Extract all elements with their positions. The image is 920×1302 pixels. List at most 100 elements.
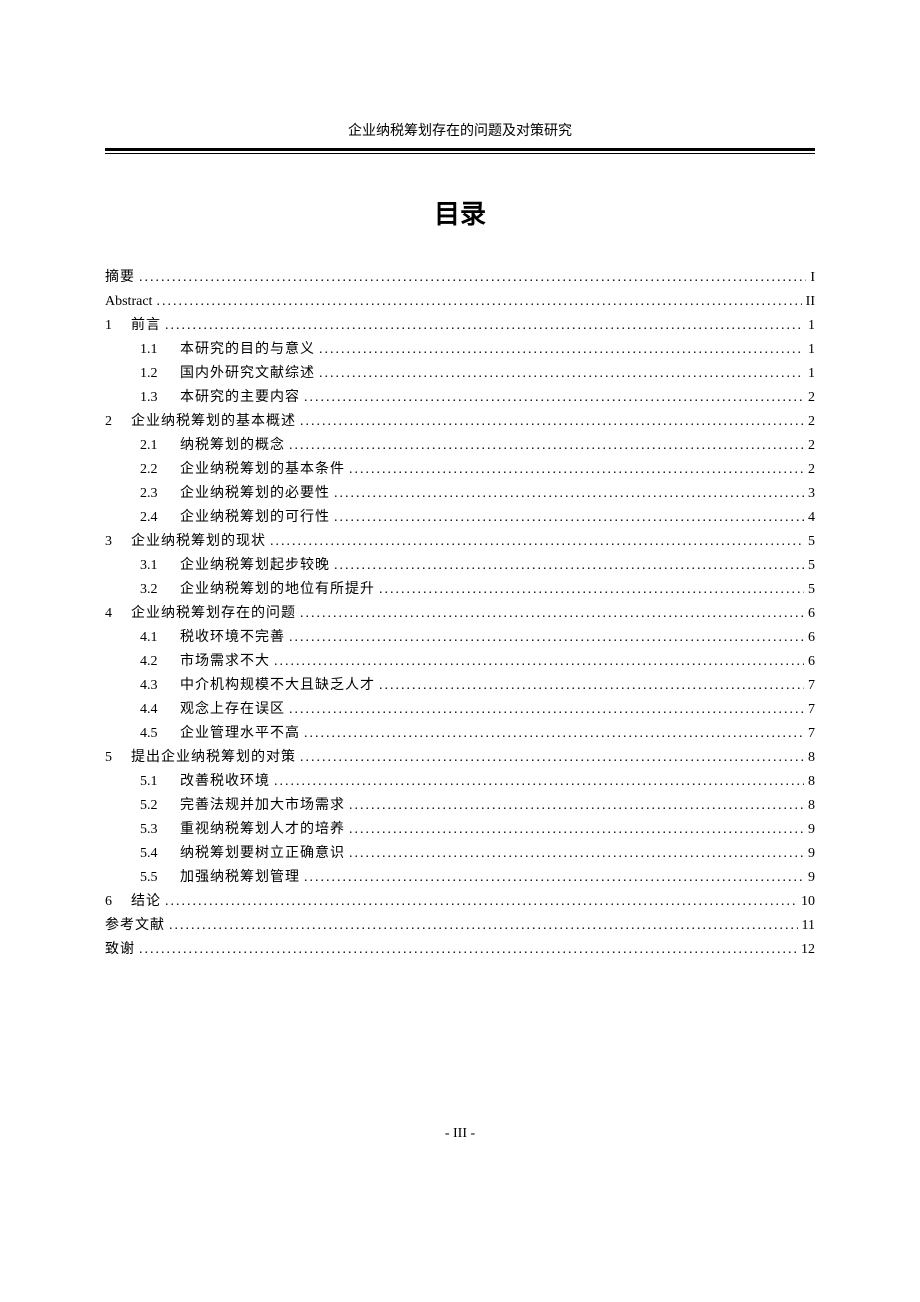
toc-subsection-number: 2.3: [140, 482, 180, 506]
toc-section-number: 6: [105, 890, 131, 914]
toc-page-number: 8: [808, 770, 815, 794]
toc-page-number: 2: [808, 458, 815, 482]
toc-leader-dots: [274, 650, 804, 674]
toc-page-number: 6: [808, 626, 815, 650]
toc-page-number: II: [806, 290, 815, 314]
toc-leader-dots: [379, 578, 804, 602]
toc-entry-label: 纳税筹划要树立正确意识: [180, 842, 345, 866]
toc-entry: 4.1税收环境不完善 6: [105, 626, 815, 650]
toc-entry: 1.2国内外研究文献综述1: [105, 362, 815, 386]
toc-section-number: 5: [105, 746, 131, 770]
toc-entry-label: 摘要: [105, 266, 135, 290]
toc-entry-label: 企业纳税筹划的可行性: [180, 506, 330, 530]
header-rule: [105, 148, 815, 154]
toc-entry: 4企业纳税筹划存在的问题6: [105, 602, 815, 626]
toc-page-number: 2: [808, 434, 815, 458]
toc-subsection-number: 2.4: [140, 506, 180, 530]
toc-subsection-number: 5.2: [140, 794, 180, 818]
toc-entry-label: 改善税收环境: [180, 770, 270, 794]
toc-entry: 5提出企业纳税筹划的对策 8: [105, 746, 815, 770]
toc-leader-dots: [289, 698, 804, 722]
toc-leader-dots: [334, 554, 804, 578]
toc-entry: 3.2企业纳税筹划的地位有所提升5: [105, 578, 815, 602]
toc-page-number: 3: [808, 482, 815, 506]
toc-page-number: 2: [808, 410, 815, 434]
toc-entry-label: 观念上存在误区: [180, 698, 285, 722]
toc-page-number: 7: [808, 698, 815, 722]
toc-page-number: 5: [808, 530, 815, 554]
toc-entry: 5.2完善法规并加大市场需求8: [105, 794, 815, 818]
toc-entry-label: 税收环境不完善: [180, 626, 285, 650]
toc-entry-label: 企业纳税筹划的地位有所提升: [180, 578, 375, 602]
toc-page-number: 2: [808, 386, 815, 410]
toc-entry-label: 提出企业纳税筹划的对策: [131, 746, 296, 770]
toc-entry: 2企业纳税筹划的基本概述2: [105, 410, 815, 434]
toc-entry-label: 前言: [131, 314, 161, 338]
toc-entry-label: 中介机构规模不大且缺乏人才: [180, 674, 375, 698]
toc-page-number: 7: [808, 722, 815, 746]
toc-entry: 参考文献11: [105, 914, 815, 938]
toc-leader-dots: [289, 626, 804, 650]
toc-page-number: 9: [808, 842, 815, 866]
toc-entry-label: 完善法规并加大市场需求: [180, 794, 345, 818]
toc-subsection-number: 5.3: [140, 818, 180, 842]
toc-entry-label: 致谢: [105, 938, 135, 962]
toc-entry: 5.4纳税筹划要树立正确意识 9: [105, 842, 815, 866]
toc-entry-label: Abstract: [105, 290, 152, 314]
toc-subsection-number: 5.1: [140, 770, 180, 794]
toc-entry: 5.3重视纳税筹划人才的培养9: [105, 818, 815, 842]
toc-entry-label: 纳税筹划的概念: [180, 434, 285, 458]
toc-leader-dots: [349, 818, 804, 842]
toc-subsection-number: 5.4: [140, 842, 180, 866]
toc-leader-dots: [334, 506, 804, 530]
toc-subsection-number: 3.1: [140, 554, 180, 578]
toc-container: 摘要IAbstractII1前言11.1本研究的目的与意义11.2国内外研究文献…: [105, 266, 815, 962]
toc-page-number: 7: [808, 674, 815, 698]
toc-entry: 2.2企业纳税筹划的基本条件2: [105, 458, 815, 482]
toc-entry-label: 企业纳税筹划的必要性: [180, 482, 330, 506]
toc-leader-dots: [270, 530, 804, 554]
toc-subsection-number: 4.1: [140, 626, 180, 650]
toc-leader-dots: [349, 794, 804, 818]
toc-leader-dots: [300, 602, 804, 626]
toc-entry: 5.5加强纳税筹划管理9: [105, 866, 815, 890]
toc-subsection-number: 1.3: [140, 386, 180, 410]
toc-page-number: 8: [808, 746, 815, 770]
toc-entry-label: 国内外研究文献综述: [180, 362, 315, 386]
toc-leader-dots: [304, 866, 804, 890]
toc-leader-dots: [274, 770, 804, 794]
toc-leader-dots: [349, 458, 804, 482]
toc-page-number: 4: [808, 506, 815, 530]
toc-page-number: 1: [808, 362, 815, 386]
toc-subsection-number: 2.2: [140, 458, 180, 482]
toc-entry: 2.1纳税筹划的概念2: [105, 434, 815, 458]
toc-entry-label: 本研究的目的与意义: [180, 338, 315, 362]
toc-entry: 1前言1: [105, 314, 815, 338]
toc-entry: 3企业纳税筹划的现状5: [105, 530, 815, 554]
toc-section-number: 1: [105, 314, 131, 338]
toc-subsection-number: 5.5: [140, 866, 180, 890]
toc-leader-dots: [139, 938, 797, 962]
toc-page-number: I: [810, 266, 815, 290]
toc-leader-dots: [334, 482, 804, 506]
toc-page-number: 12: [801, 938, 815, 962]
toc-subsection-number: 1.1: [140, 338, 180, 362]
toc-page-number: 6: [808, 650, 815, 674]
toc-entry: 4.4观念上存在误区7: [105, 698, 815, 722]
page-footer: - III -: [0, 1126, 920, 1142]
toc-entry: 2.4企业纳税筹划的可行性 4: [105, 506, 815, 530]
toc-entry: 2.3企业纳税筹划的必要性 3: [105, 482, 815, 506]
toc-entry: 1.3本研究的主要内容 2: [105, 386, 815, 410]
toc-page-number: 5: [808, 578, 815, 602]
toc-entry-label: 重视纳税筹划人才的培养: [180, 818, 345, 842]
toc-subsection-number: 4.3: [140, 674, 180, 698]
toc-section-number: 4: [105, 602, 131, 626]
toc-entry-label: 本研究的主要内容: [180, 386, 300, 410]
toc-page-number: 1: [808, 314, 815, 338]
toc-leader-dots: [379, 674, 804, 698]
toc-leader-dots: [319, 338, 804, 362]
toc-entry-label: 加强纳税筹划管理: [180, 866, 300, 890]
toc-entry-label: 结论: [131, 890, 161, 914]
toc-entry: 4.3中介机构规模不大且缺乏人才 7: [105, 674, 815, 698]
toc-entry: Abstract II: [105, 290, 815, 314]
